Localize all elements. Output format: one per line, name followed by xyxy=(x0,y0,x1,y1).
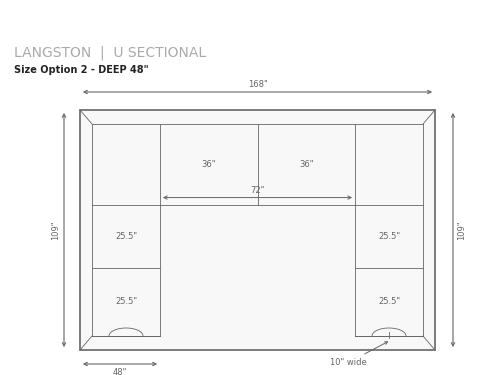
Text: LANGSTON  |  U SECTIONAL: LANGSTON | U SECTIONAL xyxy=(14,45,206,60)
Text: 25.5": 25.5" xyxy=(378,232,400,241)
Text: 168": 168" xyxy=(248,80,268,89)
Text: 36": 36" xyxy=(202,160,216,169)
Text: 109": 109" xyxy=(51,220,60,240)
Text: 36": 36" xyxy=(299,160,314,169)
Text: 10" wide: 10" wide xyxy=(330,342,388,367)
Text: 25.5": 25.5" xyxy=(115,297,137,306)
Text: Size Option 2 - DEEP 48": Size Option 2 - DEEP 48" xyxy=(14,65,148,75)
Bar xyxy=(80,110,435,350)
Text: 48": 48" xyxy=(113,368,127,375)
Text: 25.5": 25.5" xyxy=(378,297,400,306)
Text: 72": 72" xyxy=(250,186,264,195)
Text: 109": 109" xyxy=(457,220,466,240)
Text: 25.5": 25.5" xyxy=(115,232,137,241)
